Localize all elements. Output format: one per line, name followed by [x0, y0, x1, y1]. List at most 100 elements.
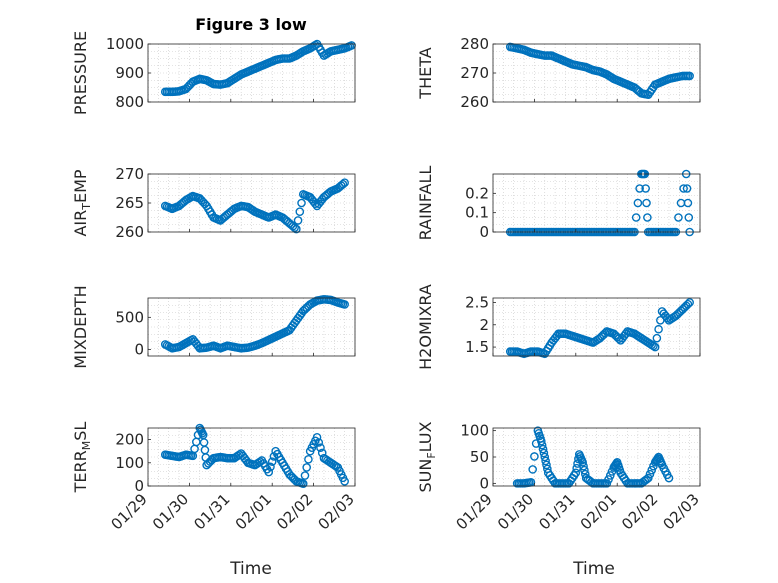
data-point — [633, 198, 643, 208]
x-tick-label: 01/31 — [190, 490, 233, 533]
data-point — [540, 452, 550, 462]
y-tick-label: 2 — [479, 316, 489, 334]
data-point — [219, 213, 229, 222]
y-tick-label: 0 — [134, 341, 144, 359]
y-tick-label: 200 — [115, 431, 144, 449]
data-point — [290, 223, 299, 232]
data-point — [604, 475, 613, 484]
y-tick-label: 265 — [115, 194, 144, 212]
data-point — [336, 181, 346, 190]
x-axis-label-right: Time — [572, 559, 615, 579]
subplot-h2omixra: 1.5 2 2.5 H2OMIXRA — [416, 284, 701, 370]
data-point — [682, 184, 692, 193]
data-point — [198, 428, 207, 438]
x-tick-label: 02/02 — [273, 490, 316, 533]
data-point — [635, 184, 644, 193]
data-point — [316, 197, 325, 206]
data-point — [647, 465, 657, 475]
data-point — [198, 197, 208, 207]
axes-box — [147, 427, 356, 487]
data-point — [645, 469, 655, 479]
data-point — [329, 460, 339, 470]
data-point — [288, 321, 298, 330]
data-point — [295, 207, 305, 216]
data-point — [293, 216, 303, 225]
data-point — [317, 448, 327, 458]
subplot-rainfall: 00.1 0.2 RAINFALL — [416, 166, 701, 241]
y-axis-label: THETA — [416, 47, 435, 99]
data-point — [640, 476, 650, 486]
y-tick-label: 0 — [479, 474, 489, 492]
data-point — [311, 199, 320, 209]
y-tick-label: 0 — [479, 223, 489, 241]
axes-box — [492, 173, 701, 233]
data-point — [647, 340, 657, 350]
data-point — [631, 213, 641, 222]
data-point — [587, 337, 596, 347]
data-point — [300, 471, 310, 480]
data-point — [288, 473, 298, 483]
data-point — [538, 444, 548, 454]
x-tick-label: 01/29 — [108, 490, 151, 533]
data-point — [579, 461, 588, 471]
data-point — [679, 184, 688, 193]
data-point — [654, 324, 663, 334]
y-tick-label: 2.5 — [465, 293, 489, 311]
y-tick-label: 270 — [115, 165, 144, 183]
data-point — [186, 451, 196, 460]
y-tick-label: 260 — [115, 223, 144, 241]
data-point — [542, 460, 551, 470]
data-point — [683, 71, 693, 81]
data-point — [675, 308, 684, 317]
data-point — [683, 198, 693, 208]
data-point — [214, 215, 224, 224]
x-tick-label: 01/30 — [149, 490, 192, 533]
data-point — [302, 303, 312, 312]
data-point — [528, 465, 537, 474]
data-point — [240, 453, 249, 463]
data-point — [297, 478, 306, 488]
plot-area — [493, 298, 700, 356]
data-point — [684, 213, 694, 222]
y-tick-label: 0 — [134, 477, 144, 495]
data-point — [316, 443, 325, 453]
x-tick-label: 01/31 — [535, 490, 578, 533]
data-point — [662, 470, 672, 480]
data-point — [297, 198, 306, 208]
x-tick-label: 02/03 — [315, 490, 358, 533]
figure-title: Figure 3 low — [195, 15, 307, 34]
axes-box — [147, 297, 356, 357]
x-tick-label: 02/01 — [232, 490, 275, 533]
y-axis-label: H2OMIXRA — [416, 284, 435, 370]
data-point — [641, 184, 650, 193]
data-point — [248, 460, 258, 469]
subplot-air: 260 265 270 AIRTEMP — [71, 165, 356, 241]
x-tick-label: 01/30 — [494, 490, 537, 533]
subplot-mixdepth: 0 500 MIXDEPTH — [71, 285, 356, 369]
data-point — [681, 301, 691, 311]
data-point — [606, 471, 615, 480]
x-tick-label: 01/29 — [453, 490, 496, 533]
data-point — [649, 341, 658, 351]
data-point — [642, 198, 651, 208]
y-tick-label: 270 — [460, 64, 489, 82]
y-tick-label: 50 — [470, 448, 489, 466]
data-point — [191, 339, 201, 349]
data-point — [643, 213, 652, 222]
data-point — [537, 440, 547, 450]
data-point — [550, 333, 560, 343]
subplot-theta: 260 270 280 THETA — [416, 35, 701, 111]
y-tick-label: 100 — [115, 454, 144, 472]
data-point — [302, 463, 312, 472]
data-point — [266, 462, 275, 472]
data-point — [254, 458, 263, 468]
y-axis-label: RAINFALL — [416, 166, 435, 241]
data-point — [288, 221, 298, 231]
y-tick-label: 0.2 — [465, 184, 489, 202]
data-point — [577, 455, 587, 465]
data-point — [345, 41, 355, 51]
